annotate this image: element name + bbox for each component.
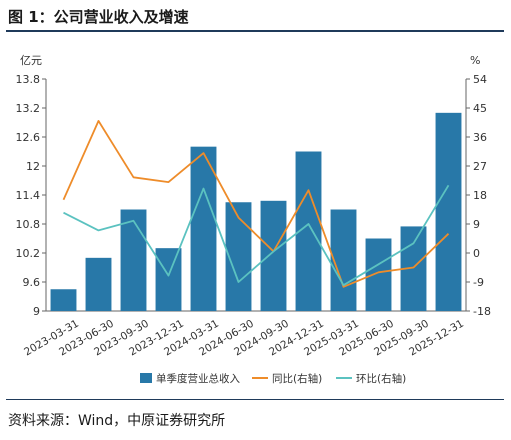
legend-revenue-swatch — [140, 373, 152, 383]
left-tick-label: 11.4 — [16, 189, 41, 202]
right-tick-label: 54 — [473, 73, 487, 86]
revenue-bar — [190, 146, 217, 311]
left-tick-label: 9.6 — [23, 276, 41, 289]
right-tick-label: 36 — [473, 131, 487, 144]
revenue-bar — [85, 257, 112, 311]
left-axis-unit: 亿元 — [20, 54, 42, 67]
right-axis-unit: % — [470, 54, 480, 67]
right-tick-label: 45 — [473, 102, 487, 115]
source-divider — [6, 399, 504, 400]
figure-title: 图 1：公司营业收入及增速 — [8, 8, 189, 26]
revenue-bar — [260, 200, 287, 311]
revenue-bar — [155, 248, 182, 311]
left-tick-label: 10.2 — [16, 247, 41, 260]
right-tick-label: -9 — [473, 276, 484, 289]
right-tick-label: 0 — [473, 247, 480, 260]
chart-area: 亿元% 13.8 13.2 12.6 12 11.4 10.8 10.2 9.6 9 54 45 36 2… — [0, 34, 511, 398]
title-divider — [6, 30, 504, 32]
left-tick-label: 10.8 — [16, 218, 41, 231]
legend-revenue-label: 单季度营业总收入 — [156, 372, 240, 385]
legend-qoq-label: 环比(右轴) — [356, 372, 406, 385]
revenue-bar — [435, 112, 462, 311]
yoy-line — [62, 120, 450, 288]
revenue-bar — [120, 209, 147, 311]
revenue-bar — [365, 238, 392, 311]
left-tick-label: 9 — [33, 305, 40, 318]
right-tick-label: 27 — [473, 160, 487, 173]
left-tick-label: 12.6 — [16, 131, 41, 144]
left-tick-label: 13.2 — [16, 102, 41, 115]
revenue-bar — [50, 289, 77, 311]
right-tick-label: -18 — [473, 305, 491, 318]
left-tick-label: 13.8 — [16, 73, 41, 86]
qoq-line — [63, 184, 450, 287]
source-note: 资料来源：Wind，中原证券研究所 — [8, 413, 226, 429]
left-tick-label: 12 — [26, 160, 40, 173]
right-tick-label: 18 — [473, 189, 487, 202]
revenue-bar — [330, 209, 357, 311]
legend-yoy-label: 同比(右轴) — [272, 372, 322, 385]
right-tick-label: 9 — [473, 218, 480, 231]
revenue-chart: 亿元 % 13.8 13.2 12.6 12 11.4 10.8 10.2 9.6 9 54 45 36 2… — [16, 54, 491, 385]
